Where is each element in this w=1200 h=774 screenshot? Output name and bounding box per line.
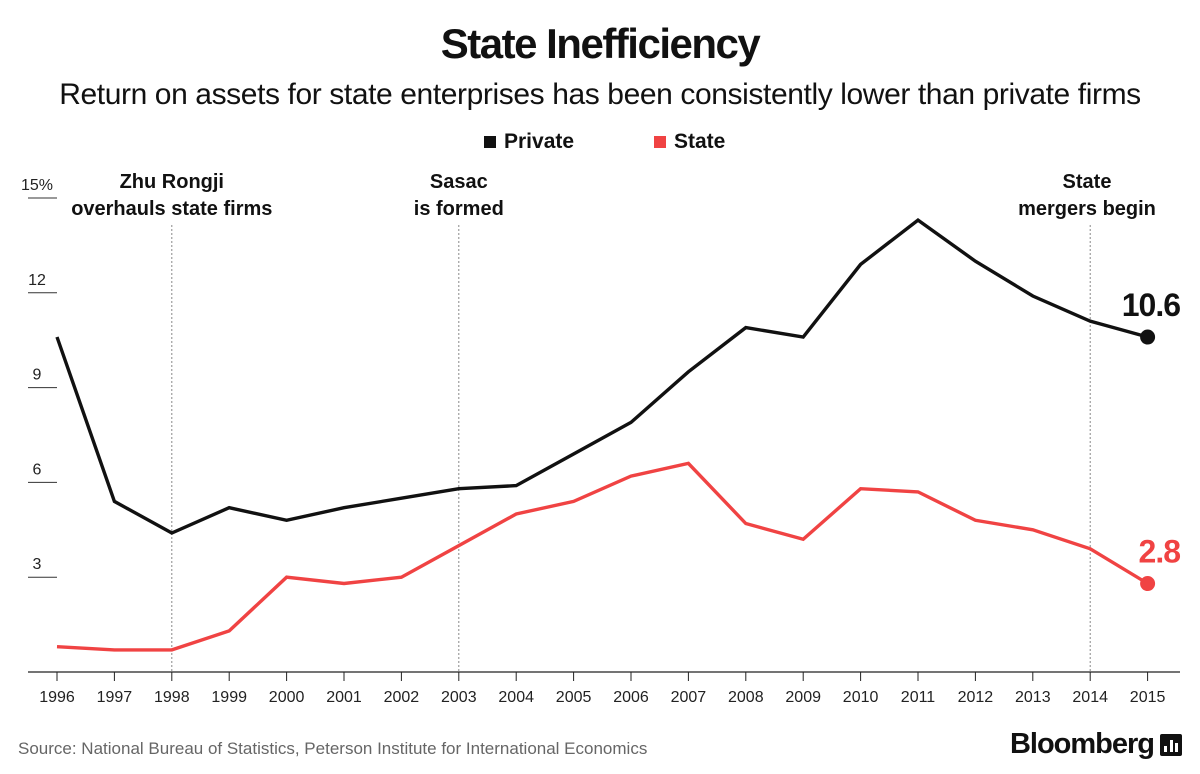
y-tick-label-9: 9 <box>33 367 42 384</box>
x-tick-label-2005: 2005 <box>556 689 592 706</box>
x-tick-label-2007: 2007 <box>671 689 707 706</box>
x-tick-label-2003: 2003 <box>441 689 477 706</box>
chart-title: State Inefficiency <box>440 20 761 67</box>
annotation-label-1998-line-0: Zhu Rongji <box>120 171 224 193</box>
x-tick-label-1997: 1997 <box>97 689 133 706</box>
legend-swatch-private <box>484 136 496 148</box>
legend-swatch-state <box>654 136 666 148</box>
end-label-private: 10.6 <box>1122 287 1180 323</box>
annotation-label-2014-line-1: mergers begin <box>1018 198 1156 220</box>
x-tick-label-2013: 2013 <box>1015 689 1051 706</box>
series-line-private <box>55 217 1149 535</box>
y-tick-label-6: 6 <box>33 461 42 478</box>
end-marker-state <box>1140 576 1156 592</box>
end-label-state: 2.8 <box>1139 534 1181 570</box>
end-marker-private <box>1140 329 1156 345</box>
legend-item-state: State <box>654 130 725 154</box>
x-tick-label-1999: 1999 <box>211 689 247 706</box>
legend-label-private: Private <box>504 130 575 153</box>
x-tick-label-2002: 2002 <box>384 689 420 706</box>
x-tick-label-1996: 1996 <box>39 689 75 706</box>
y-tick-label-12: 12 <box>28 272 46 289</box>
legend-label-state: State <box>674 130 726 153</box>
bar-chart-icon <box>1160 733 1182 756</box>
x-tick-label-2009: 2009 <box>785 689 821 706</box>
x-tick-label-2001: 2001 <box>326 689 362 706</box>
legend-item-private: Private <box>484 130 574 154</box>
y-tick-label-15-: 15% <box>21 177 53 194</box>
annotation-label-2014-line-0: State <box>1063 171 1112 193</box>
x-tick-label-2015: 2015 <box>1130 689 1166 706</box>
source-note: Source: National Bureau of Statistics, P… <box>18 739 648 758</box>
series-line-state <box>56 461 1149 652</box>
annotation-label-2003-line-0: Sasac <box>430 171 488 193</box>
x-tick-label-2011: 2011 <box>901 689 936 706</box>
x-tick-label-1998: 1998 <box>154 689 190 706</box>
bloomberg-logo: Bloomberg <box>1010 728 1182 761</box>
x-tick-label-2006: 2006 <box>613 689 649 706</box>
x-tick-label-2012: 2012 <box>958 689 994 706</box>
x-tick-label-2014: 2014 <box>1072 689 1108 706</box>
x-tick-label-2010: 2010 <box>843 689 879 706</box>
legend: Private State <box>0 130 1200 156</box>
annotation-label-2003-line-1: is formed <box>414 198 504 220</box>
brand-name: Bloomberg <box>1009 728 1155 760</box>
x-tick-label-2000: 2000 <box>269 689 305 706</box>
x-tick-label-2004: 2004 <box>498 689 534 706</box>
x-tick-label-2008: 2008 <box>728 689 764 706</box>
y-tick-label-3: 3 <box>33 556 42 573</box>
chart-subtitle: Return on assets for state enterprises h… <box>59 78 1141 111</box>
annotation-label-1998-line-1: overhauls state firms <box>71 198 272 220</box>
